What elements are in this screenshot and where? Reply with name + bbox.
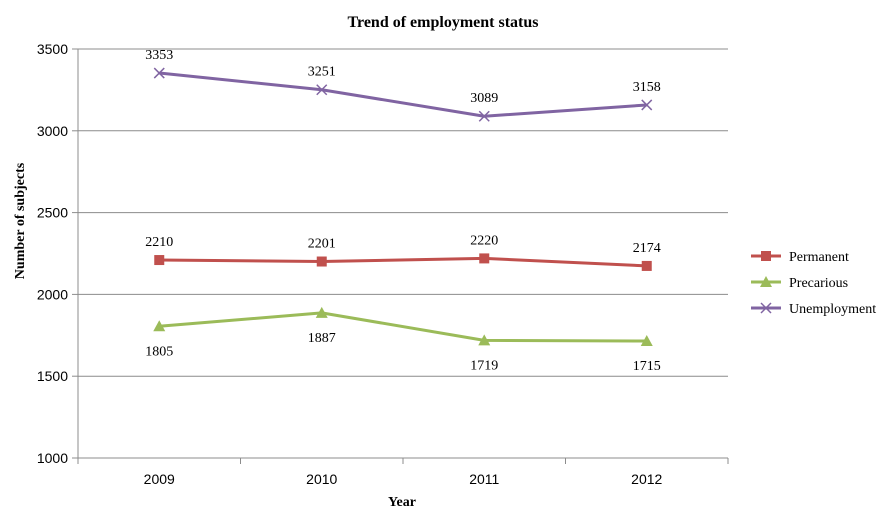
legend-marker [760,276,772,287]
data-label-permanent: 2174 [633,241,661,256]
y-tick-label: 1500 [37,368,68,384]
axes [77,49,728,459]
data-label-unemployment: 3353 [145,48,173,63]
data-point-permanent [154,255,165,266]
legend-marker [761,251,771,261]
data-point-precarious [478,334,491,346]
series-group [153,67,653,347]
x-tick-label: 2009 [144,471,175,487]
series-permanent [154,253,652,271]
data-point-permanent [316,256,327,267]
y-tick-label: 3000 [37,123,68,139]
y-tick-label: 1000 [37,450,68,466]
data-label-precarious: 1715 [633,359,661,374]
data-point-permanent [479,253,490,264]
y-tick-label: 3500 [37,41,68,57]
x-tick-label: 2010 [306,471,337,487]
series-line-permanent [159,256,647,268]
legend-label: Permanent [789,250,849,265]
data-label-unemployment: 3251 [308,65,336,80]
y-axis-title: Number of subjects [13,162,28,279]
data-label-permanent: 2201 [308,237,336,252]
legend-label: Precarious [789,276,848,291]
legend: Permanent Precarious Unemployment [751,250,876,317]
y-axis-ticks: 1000 1500 2000 2500 3000 3500 [37,41,78,466]
data-label-permanent: 2220 [470,233,498,248]
data-label-precarious: 1887 [308,331,336,346]
legend-item-precarious: Precarious [751,276,848,291]
chart-title: Trend of employment status [348,14,539,31]
data-label-unemployment: 3158 [633,80,661,95]
data-point-unemployment [641,99,653,111]
y-tick-label: 2500 [37,205,68,221]
data-labels: 2210 2201 2220 2174 1805 1887 1719 1715 3353 3251… [145,48,661,374]
series-line-precarious [159,311,647,343]
series-line-unemployment [159,71,647,118]
data-point-precarious [153,320,166,332]
series-unemployment [153,67,653,122]
data-label-unemployment: 3089 [470,91,498,106]
data-point-unemployment [153,67,165,79]
series-precarious [153,306,653,347]
legend-label: Unemployment [789,302,876,317]
data-point-unemployment [316,84,328,96]
data-point-unemployment [478,110,490,122]
data-label-precarious: 1805 [145,344,173,359]
x-tick-label: 2012 [631,471,662,487]
data-label-precarious: 1719 [470,358,498,373]
legend-item-permanent: Permanent [751,250,849,265]
data-point-precarious [315,306,328,318]
x-tick-label: 2011 [469,471,499,487]
data-point-permanent [641,260,652,271]
data-point-precarious [640,335,653,347]
legend-item-unemployment: Unemployment [751,302,876,317]
x-axis-ticks: 2009 2010 2011 2012 [77,458,729,487]
x-axis-title: Year [388,495,416,507]
y-tick-label: 2000 [37,286,68,302]
gridlines [78,48,728,377]
legend-marker [760,302,772,314]
data-label-permanent: 2210 [145,235,173,250]
